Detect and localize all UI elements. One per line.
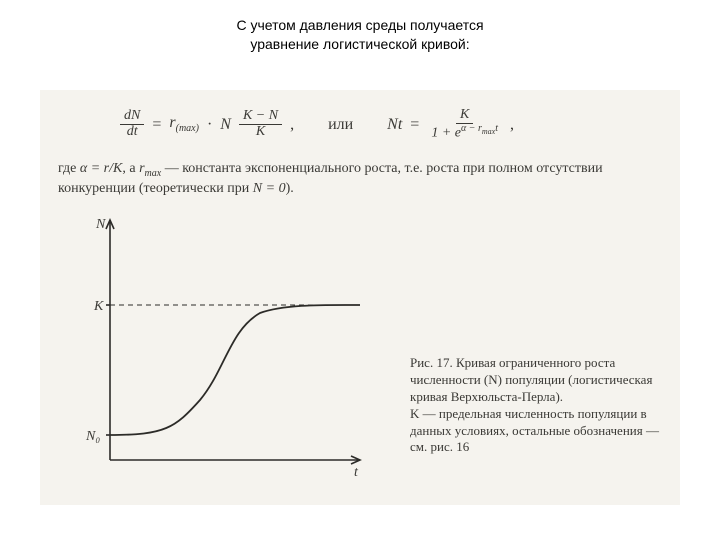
definitions: где α = r/K, а rmax — константа экспонен… xyxy=(58,160,662,199)
chart-svg: Nt K N₀ xyxy=(70,210,370,480)
frac-bot-2: K xyxy=(252,125,269,140)
def-n0: N = 0 xyxy=(253,181,286,196)
frac-bot-3: 1 + eα − rmaxt xyxy=(427,124,502,141)
denom-base: 1 + e xyxy=(431,125,461,140)
denom-exp: α − rmaxt xyxy=(461,123,498,134)
svg-text:K: K xyxy=(93,299,104,314)
exp-sub: max xyxy=(482,127,495,136)
caption-line-1: Рис. 17. Кривая ограниченного роста числ… xyxy=(410,355,652,404)
svg-text:N₀: N₀ xyxy=(85,429,100,444)
title-line-2: уравнение логистической кривой: xyxy=(250,36,469,52)
def-d: ). xyxy=(286,181,294,196)
equals-2: = xyxy=(410,116,419,134)
exp-a: α − r xyxy=(461,123,482,134)
title-line-1: С учетом давления среды получается xyxy=(236,17,483,33)
Nt: Nt xyxy=(387,116,402,134)
comma-2: , xyxy=(510,116,514,134)
scan-region: dN dt = r(max) · N K − N K , или Nt = K … xyxy=(40,90,680,505)
frac-KN-K: K − N K xyxy=(239,109,282,139)
frac-top-2: K − N xyxy=(239,109,282,125)
logistic-chart: Nt K N₀ xyxy=(70,210,370,480)
def-rsub: max xyxy=(145,168,162,179)
or-text: или xyxy=(328,116,353,134)
frac-top-3: K xyxy=(456,108,473,124)
def-a: где xyxy=(58,161,80,176)
r-sub: (max) xyxy=(176,124,199,135)
frac-bot: dt xyxy=(123,125,142,140)
caption-line-2: K — предельная численность популяции в д… xyxy=(410,406,659,455)
equation: dN dt = r(max) · N K − N K , или Nt = K … xyxy=(120,108,514,141)
frac-rhs: K 1 + eα − rmaxt xyxy=(427,108,502,141)
def-b: , а xyxy=(122,161,139,176)
equals-1: = xyxy=(152,116,161,134)
figure-caption: Рис. 17. Кривая ограниченного роста числ… xyxy=(410,355,660,456)
N: N xyxy=(220,116,231,134)
dot-1: · xyxy=(207,116,212,134)
exp-t: t xyxy=(495,123,498,134)
comma-1: , xyxy=(290,116,294,134)
def-alpha: α = r/K xyxy=(80,161,122,176)
r-max: r(max) xyxy=(169,114,199,134)
svg-text:N: N xyxy=(95,217,106,232)
page: С учетом давления среды получается уравн… xyxy=(0,0,720,540)
frac-top: dN xyxy=(120,109,144,125)
svg-text:t: t xyxy=(354,465,359,480)
page-title: С учетом давления среды получается уравн… xyxy=(0,0,720,54)
frac-dN-dt: dN dt xyxy=(120,109,144,139)
